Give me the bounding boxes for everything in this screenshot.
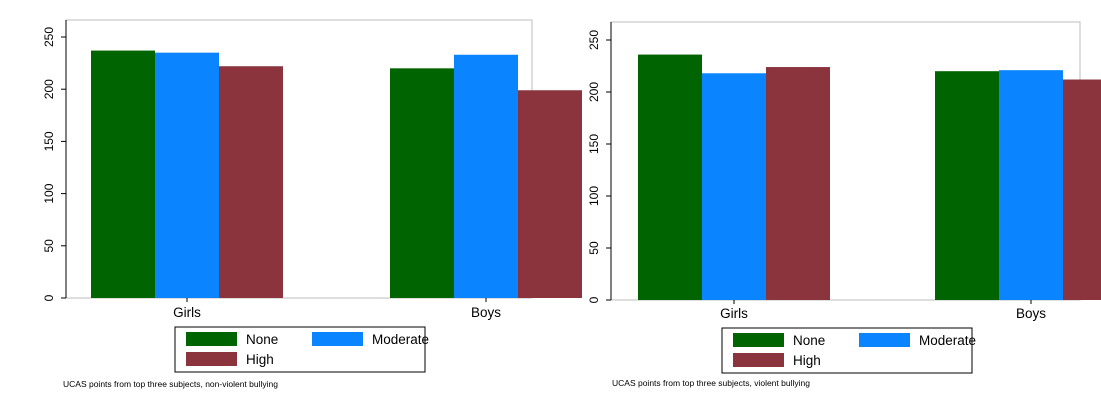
bar-high-girls xyxy=(766,67,830,300)
chart-panel-2: 0 50 100 150 200 250 Girls Boys None Moderate High… xyxy=(587,21,1101,388)
chart-note: UCAS points from top three subjects, vio… xyxy=(612,378,810,388)
legend-label-high: High xyxy=(793,353,821,368)
y-tick-label: 50 xyxy=(42,239,56,253)
y-tick-label: 250 xyxy=(42,27,56,47)
y-tick-label: 200 xyxy=(42,79,56,99)
legend: None Moderate High xyxy=(174,326,429,373)
legend-label-moderate: Moderate xyxy=(919,333,976,348)
bar-high-girls xyxy=(219,66,283,299)
chart-note: UCAS points from top three subjects, non… xyxy=(63,379,278,389)
y-tick-label: 100 xyxy=(42,183,56,203)
legend-swatch-moderate xyxy=(312,332,363,346)
bar-none-girls xyxy=(638,54,702,301)
bar-high-boys xyxy=(1063,79,1101,301)
bar-none-boys xyxy=(390,68,454,298)
y-tick-label: 250 xyxy=(587,30,601,50)
y-tick-label: 50 xyxy=(587,241,601,255)
legend-swatch-none xyxy=(186,332,237,346)
legend-swatch-moderate xyxy=(859,333,910,347)
y-tick-label: 150 xyxy=(587,134,601,154)
legend-label-high: High xyxy=(246,352,274,367)
legend-swatch-high xyxy=(186,352,237,366)
legend-label-moderate: Moderate xyxy=(372,332,429,347)
legend-swatch-high xyxy=(733,353,784,367)
legend-swatch-none xyxy=(733,333,784,347)
bar-high-boys xyxy=(518,90,582,298)
bar-none-girls xyxy=(91,50,155,299)
bar-moderate-boys xyxy=(454,54,518,298)
y-tick-label: 200 xyxy=(587,82,601,102)
legend-label-none: None xyxy=(793,333,825,348)
legend-label-none: None xyxy=(246,332,278,347)
bar-none-boys xyxy=(935,71,999,300)
category-label: Boys xyxy=(1016,306,1046,321)
y-tick-label: 0 xyxy=(587,296,601,303)
category-label: Girls xyxy=(173,305,201,320)
y-tick-label: 150 xyxy=(42,131,56,151)
y-tick-label: 100 xyxy=(587,186,601,206)
bar-moderate-girls xyxy=(702,73,766,300)
legend: None Moderate High xyxy=(721,327,976,374)
y-tick-label: 0 xyxy=(42,294,56,301)
bar-moderate-girls xyxy=(155,52,219,298)
bar-moderate-boys xyxy=(999,70,1063,300)
category-label: Girls xyxy=(720,306,748,321)
category-label: Boys xyxy=(471,305,501,320)
chart-panel-1: 0 50 100 150 200 250 Girls Boys None Moderate High… xyxy=(42,19,582,389)
